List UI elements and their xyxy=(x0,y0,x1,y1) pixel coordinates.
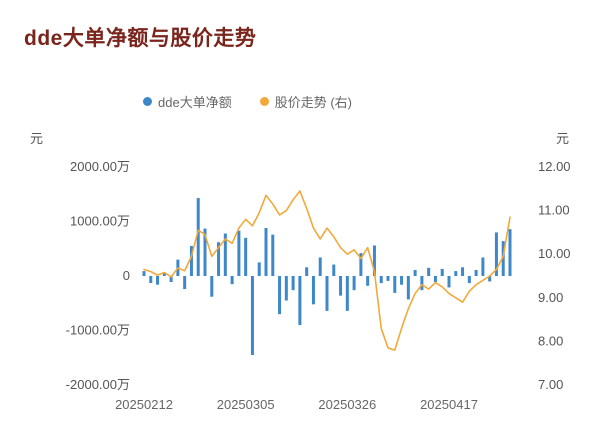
svg-text:0: 0 xyxy=(123,268,130,283)
legend: dde大单净额 股价走势 (右) xyxy=(143,92,352,111)
legend-item-line[interactable]: 股价走势 (右) xyxy=(259,92,352,111)
right-axis-unit: 元 xyxy=(556,131,570,146)
svg-text:11.00: 11.00 xyxy=(538,203,570,218)
svg-text:7.00: 7.00 xyxy=(538,377,563,392)
svg-text:1000.00万: 1000.00万 xyxy=(70,214,130,229)
svg-text:9.00: 9.00 xyxy=(538,290,563,305)
svg-text:8.00: 8.00 xyxy=(538,333,563,348)
legend-dot-line-icon xyxy=(259,97,269,106)
chart-title: dde大单净额与股价走势 xyxy=(24,27,257,50)
svg-text:-1000.00万: -1000.00万 xyxy=(66,323,130,338)
svg-text:-2000.00万: -2000.00万 xyxy=(66,377,130,392)
legend-label-line: 股价走势 (右) xyxy=(274,95,352,110)
svg-text:20250305: 20250305 xyxy=(217,397,275,412)
svg-text:12.00: 12.00 xyxy=(538,159,571,174)
legend-dot-bar-icon xyxy=(143,97,152,106)
svg-text:2000.00万: 2000.00万 xyxy=(70,159,130,174)
svg-text:20250212: 20250212 xyxy=(115,397,173,412)
svg-text:10.00: 10.00 xyxy=(538,246,571,261)
svg-text:20250326: 20250326 xyxy=(318,397,376,412)
legend-label-bar: dde大单净额 xyxy=(158,95,232,110)
legend-item-bar[interactable]: dde大单净额 xyxy=(143,92,232,111)
svg-text:20250417: 20250417 xyxy=(420,397,478,412)
left-axis-unit: 元 xyxy=(30,131,44,146)
